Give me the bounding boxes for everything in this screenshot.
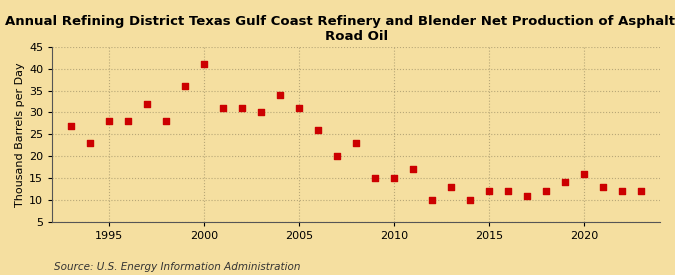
Point bbox=[427, 198, 437, 202]
Point bbox=[389, 176, 400, 180]
Point bbox=[541, 189, 551, 193]
Point bbox=[597, 185, 608, 189]
Point bbox=[275, 93, 286, 97]
Point bbox=[503, 189, 514, 193]
Point bbox=[218, 106, 229, 110]
Point bbox=[351, 141, 362, 145]
Point bbox=[66, 123, 77, 128]
Point bbox=[294, 106, 304, 110]
Point bbox=[199, 62, 210, 67]
Point bbox=[446, 185, 456, 189]
Point bbox=[332, 154, 343, 158]
Point bbox=[256, 110, 267, 115]
Point bbox=[636, 189, 647, 193]
Point bbox=[237, 106, 248, 110]
Point bbox=[85, 141, 96, 145]
Point bbox=[123, 119, 134, 123]
Point bbox=[578, 171, 589, 176]
Point bbox=[617, 189, 628, 193]
Point bbox=[560, 180, 570, 185]
Point bbox=[370, 176, 381, 180]
Point bbox=[142, 101, 153, 106]
Point bbox=[161, 119, 171, 123]
Point bbox=[408, 167, 418, 172]
Text: Source: U.S. Energy Information Administration: Source: U.S. Energy Information Administ… bbox=[54, 262, 300, 272]
Point bbox=[522, 193, 533, 198]
Point bbox=[180, 84, 190, 89]
Point bbox=[464, 198, 475, 202]
Point bbox=[313, 128, 323, 132]
Point bbox=[104, 119, 115, 123]
Y-axis label: Thousand Barrels per Day: Thousand Barrels per Day bbox=[15, 62, 25, 207]
Title: Annual Refining District Texas Gulf Coast Refinery and Blender Net Production of: Annual Refining District Texas Gulf Coas… bbox=[5, 15, 675, 43]
Point bbox=[484, 189, 495, 193]
